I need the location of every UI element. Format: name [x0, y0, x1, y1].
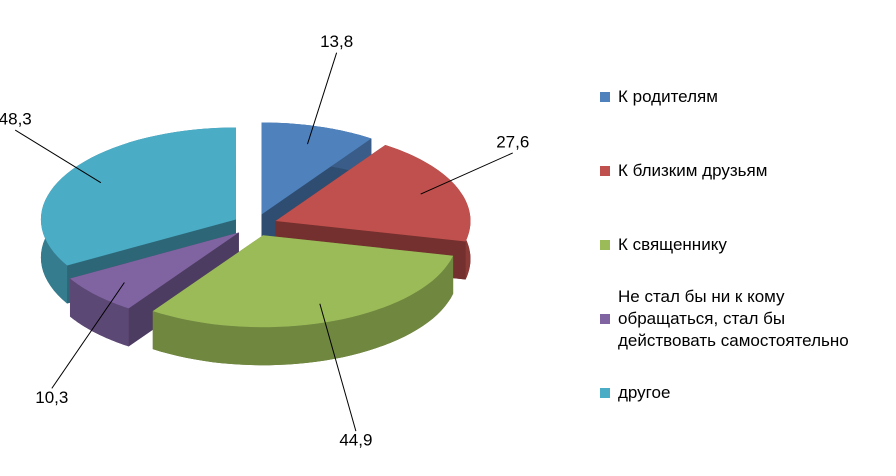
data-label: 13,8	[320, 32, 353, 51]
data-label: 44,9	[339, 431, 372, 450]
slice-top	[275, 145, 471, 242]
legend-item: К священнику	[600, 208, 880, 282]
legend-label: другое	[618, 383, 671, 402]
legend-swatch	[600, 166, 610, 176]
slice-top	[40, 127, 236, 266]
slice-top	[152, 235, 454, 328]
legend-swatch	[600, 240, 610, 250]
legend-swatch	[600, 314, 610, 324]
legend-item: другое	[600, 356, 880, 430]
data-label: 27,6	[496, 132, 529, 151]
slice	[152, 235, 454, 366]
legend-label: К священнику	[618, 235, 727, 254]
leader-line	[51, 282, 125, 389]
pie-area: 13,8 27,6 44,9 10,3 48,3	[0, 30, 531, 451]
slice-top	[261, 122, 372, 215]
legend-label: Не стал бы ни к кому обращаться, стал бы…	[618, 287, 849, 350]
legend-item: К родителям	[600, 60, 880, 134]
legend-item: Не стал бы ни к кому обращаться, стал бы…	[600, 282, 880, 356]
leader-line	[319, 303, 357, 432]
legend: К родителям К близким друзьям К священнику…	[600, 60, 880, 430]
legend-label: К близким друзьям	[618, 161, 768, 180]
slice-wall	[70, 278, 129, 347]
slice-wall	[152, 255, 454, 366]
leader-line	[306, 52, 338, 145]
legend-label: К родителям	[618, 87, 718, 106]
legend-swatch	[600, 388, 610, 398]
data-label: 48,3	[0, 110, 32, 129]
data-label: 10,3	[35, 388, 68, 407]
leader-line	[14, 129, 102, 184]
legend-swatch	[600, 92, 610, 102]
legend-item: К близким друзьям	[600, 134, 880, 208]
slice-top	[70, 232, 239, 309]
leader-line	[420, 152, 513, 195]
